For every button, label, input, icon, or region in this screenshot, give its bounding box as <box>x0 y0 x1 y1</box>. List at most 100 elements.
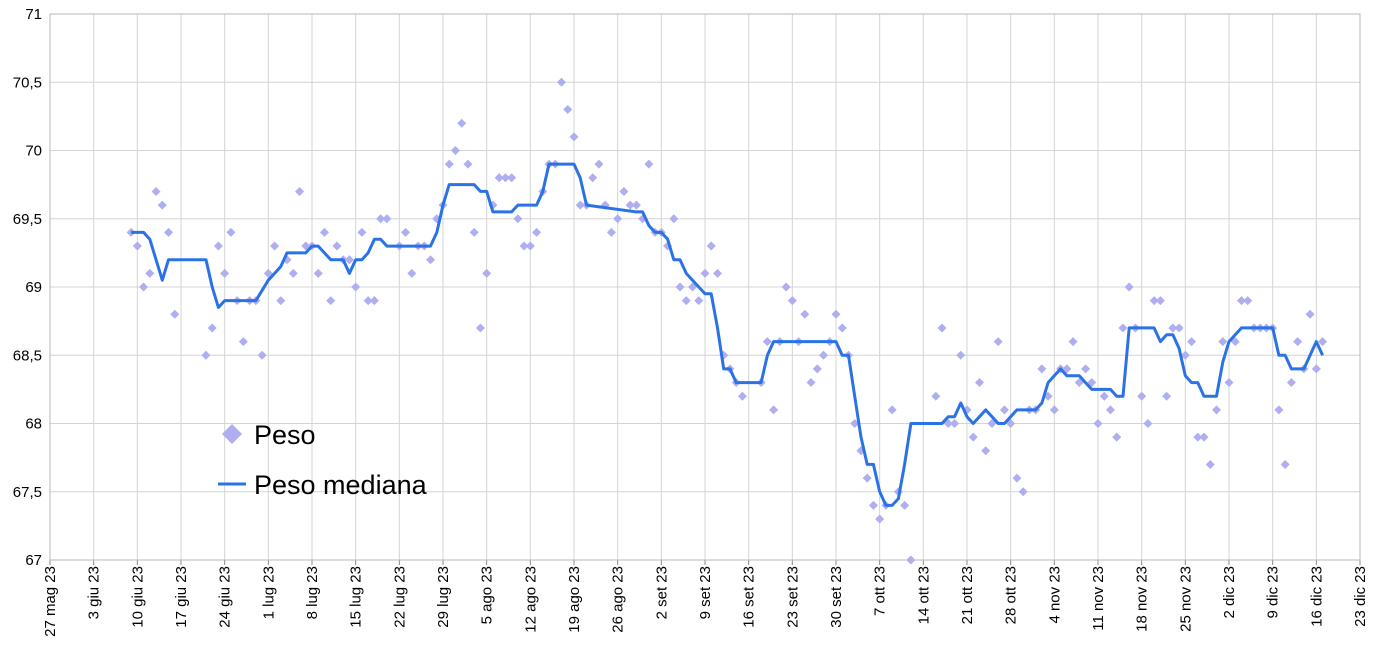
scatter-point <box>1049 405 1059 415</box>
scatter-point <box>369 296 379 306</box>
scatter-point <box>1018 487 1028 497</box>
scatter-point <box>956 350 966 360</box>
scatter-point <box>519 241 529 251</box>
scatter-point <box>875 514 885 524</box>
scatter-point <box>800 309 810 319</box>
scatter-point <box>906 555 916 565</box>
scatter-point <box>563 105 573 115</box>
scatter-point <box>500 173 510 183</box>
scatter-point <box>588 173 598 183</box>
scatter-point <box>126 227 136 237</box>
scatter-point <box>532 227 542 237</box>
scatter-point <box>1199 432 1209 442</box>
x-tick-label: 21 ott 23 <box>959 566 976 624</box>
x-tick-label: 8 lug 23 <box>304 566 321 619</box>
scatter-point <box>1280 459 1290 469</box>
scatter-point <box>1180 350 1190 360</box>
y-tick-label: 67,5 <box>13 484 42 501</box>
x-tick-label: 16 dic 23 <box>1308 566 1325 627</box>
scatter-point <box>257 350 267 360</box>
scatter-point <box>288 268 298 278</box>
y-tick-label: 69 <box>25 279 42 296</box>
scatter-point <box>1168 323 1178 333</box>
scatter-point <box>444 159 454 169</box>
scatter-point <box>1118 323 1128 333</box>
scatter-point <box>806 378 816 388</box>
x-tick-label: 26 ago 23 <box>610 566 627 633</box>
scatter-point <box>694 296 704 306</box>
scatter-point <box>463 159 473 169</box>
scatter-point <box>507 173 517 183</box>
scatter-point <box>276 296 286 306</box>
scatter-point <box>351 282 361 292</box>
x-tick-label: 17 giu 23 <box>173 566 190 628</box>
scatter-point <box>999 405 1009 415</box>
scatter-point <box>401 227 411 237</box>
scatter-point <box>170 309 180 319</box>
scatter-point <box>769 405 779 415</box>
x-tick-label: 3 giu 23 <box>86 566 103 619</box>
scatter-point <box>831 309 841 319</box>
scatter-point <box>1243 296 1253 306</box>
scatter-point <box>594 159 604 169</box>
scatter-point <box>1037 364 1047 374</box>
x-tick-label: 28 ott 23 <box>1003 566 1020 624</box>
scatter-point <box>513 214 523 224</box>
x-tick-label: 2 set 23 <box>653 566 670 619</box>
x-tick-label: 2 dic 23 <box>1221 566 1238 619</box>
y-tick-label: 68 <box>25 416 42 433</box>
scatter-point <box>295 186 305 196</box>
x-tick-label: 18 nov 23 <box>1134 566 1151 632</box>
scatter-point <box>1318 337 1328 347</box>
x-tick-label: 19 ago 23 <box>566 566 583 633</box>
x-tick-label: 27 mag 23 <box>42 566 59 637</box>
scatter-point <box>426 255 436 265</box>
scatter-point <box>700 268 710 278</box>
scatter-point <box>575 200 585 210</box>
scatter-point <box>706 241 716 251</box>
scatter-point <box>606 227 616 237</box>
scatter-point <box>164 227 174 237</box>
scatter-point <box>1155 296 1165 306</box>
scatter-point <box>1149 296 1159 306</box>
x-tick-label: 23 set 23 <box>784 566 801 628</box>
scatter-point <box>319 227 329 237</box>
scatter-point <box>1205 459 1215 469</box>
x-tick-label: 22 lug 23 <box>391 566 408 628</box>
scatter-point <box>407 268 417 278</box>
scatter-point <box>157 200 167 210</box>
x-tick-label: 25 nov 23 <box>1177 566 1194 632</box>
scatter-point <box>1093 419 1103 428</box>
scatter-point <box>613 214 623 224</box>
x-tick-label: 16 set 23 <box>741 566 758 628</box>
scatter-point <box>931 391 941 401</box>
scatter-point <box>737 391 747 401</box>
x-tick-label: 30 set 23 <box>828 566 845 628</box>
scatter-point <box>494 173 504 183</box>
scatter-point <box>950 419 960 428</box>
scatter-point <box>376 214 386 224</box>
plot-frame <box>49 13 1361 561</box>
scatter-point <box>270 241 280 251</box>
y-tick-label: 71 <box>25 6 42 23</box>
x-tick-label: 29 lug 23 <box>435 566 452 628</box>
x-tick-label: 4 nov 23 <box>1046 566 1063 624</box>
x-tick-label: 7 ott 23 <box>872 566 889 616</box>
scatter-point <box>457 118 467 128</box>
scatter-point <box>644 159 654 169</box>
scatter-point <box>332 241 342 251</box>
x-tick-label: 1 lug 23 <box>260 566 277 619</box>
scatter-point <box>887 405 897 415</box>
scatter-point <box>220 268 230 278</box>
scatter-point <box>968 432 978 442</box>
scatter-point <box>213 241 223 251</box>
scatter-point <box>819 350 829 360</box>
scatter-point <box>862 473 872 483</box>
scatter-point <box>482 268 492 278</box>
x-tick-label: 10 giu 23 <box>129 566 146 628</box>
scatter-point <box>1218 337 1228 347</box>
scatter-point <box>850 419 860 428</box>
scatter-point <box>326 296 336 306</box>
x-tick-label: 9 dic 23 <box>1265 566 1282 619</box>
